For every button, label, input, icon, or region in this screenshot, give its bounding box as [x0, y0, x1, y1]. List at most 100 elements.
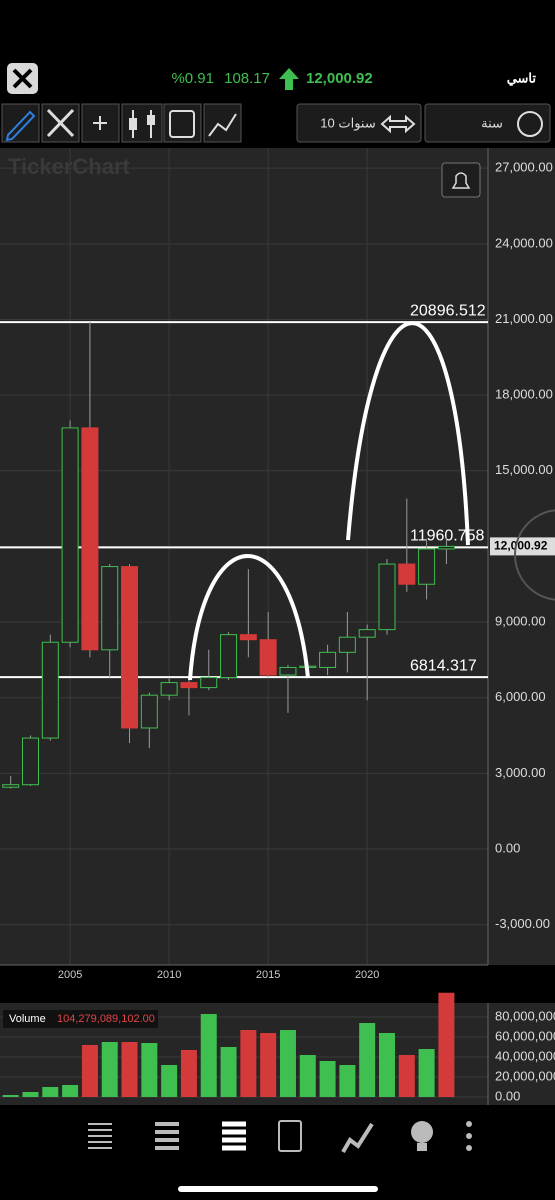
candle-body: [378, 563, 396, 631]
volume-bar: [260, 1033, 277, 1097]
y-tick-label: 27,000.00: [495, 160, 553, 175]
candle-body: [418, 548, 436, 585]
volume-bar: [81, 1045, 98, 1097]
level-label: 20896.512: [410, 302, 486, 319]
nav-icon[interactable]: [466, 1121, 472, 1127]
candle-icon-body: [147, 115, 155, 125]
nav-icon[interactable]: [155, 1122, 179, 1150]
candle-body: [22, 737, 39, 786]
volume-legend-box: [3, 1010, 158, 1028]
candle-body: [101, 566, 119, 651]
level-label: 6814.317: [410, 657, 477, 674]
candle-icon-body: [129, 118, 137, 130]
candle-body: [180, 682, 198, 689]
volume-bar: [438, 992, 455, 1097]
nav-icon[interactable]: [411, 1121, 433, 1143]
change: 108.17: [224, 70, 270, 87]
y-tick-label: -3,000.00: [495, 916, 550, 931]
nav-icon-active[interactable]: [222, 1121, 246, 1151]
volume-chart: 80,000,000,000.00 60,000,000,000.00 40,000…: [0, 992, 555, 1105]
volume-title: Volume: [9, 1013, 46, 1025]
interval-button[interactable]: [424, 103, 551, 143]
bottom-nav: [88, 1120, 472, 1192]
price-chart: 27,000.00 24,000.00 21,000.00 18,000.00 15,0…: [0, 148, 555, 981]
volume-bar: [418, 1049, 435, 1097]
nav-icon[interactable]: [278, 1120, 302, 1152]
candle-body: [338, 636, 356, 653]
volume-bar: [141, 1043, 158, 1097]
scroll-handle[interactable]: [514, 509, 555, 601]
candle-body: [140, 694, 158, 729]
candle-body: [2, 784, 20, 788]
volume-bar: [101, 1042, 118, 1097]
nav-icon[interactable]: [341, 1122, 374, 1154]
volume-bar: [398, 1055, 415, 1097]
trend-icon: [208, 113, 237, 137]
y-tick-label: 9,000.00: [495, 613, 546, 628]
volume-bar: [42, 1087, 59, 1097]
interval-label: سنة: [481, 115, 503, 130]
volume-bar: [319, 1061, 336, 1097]
watermark: TickerChart: [8, 154, 131, 179]
last-price-tag: [490, 537, 555, 556]
candle-body: [61, 427, 79, 643]
chart-type-button[interactable]: [121, 103, 163, 143]
home-indicator: [178, 1186, 378, 1192]
y-tick-label: 3,000.00: [495, 765, 546, 780]
y-tick-label: 24,000.00: [495, 235, 553, 250]
price: 12,000.92: [306, 70, 373, 87]
candle-body: [200, 677, 218, 689]
volume-bar: [22, 1092, 39, 1097]
volume-bar: [378, 1033, 395, 1097]
y-tick-label: 0.00: [495, 840, 520, 855]
up-arrow: [279, 68, 299, 90]
volume-bar: [279, 1030, 296, 1097]
y-tick-label: 80,000,000,000.00: [495, 1008, 555, 1023]
volume-latest: 104,279,089,102.00: [57, 1013, 155, 1025]
candle-body: [160, 682, 178, 696]
symbol: تاسي: [507, 70, 537, 86]
candle-body: [437, 545, 455, 550]
toolbar: 10 سنوات سنة: [1, 103, 551, 143]
x-tick-label: 2010: [157, 969, 181, 981]
last-price-label: 12,000.92: [494, 539, 548, 553]
drawn-arc: [188, 554, 310, 681]
candle-body: [259, 639, 277, 676]
volume-bar: [359, 1023, 376, 1097]
y-tick-label: 18,000.00: [495, 387, 553, 402]
candle-body: [81, 427, 99, 651]
y-tick-label: 0.00: [495, 1088, 520, 1103]
volume-bar: [180, 1050, 197, 1097]
nav-icon: [466, 1145, 472, 1151]
candle-body: [358, 629, 376, 638]
list-icon: [169, 110, 195, 138]
volume-bar: [200, 1014, 217, 1097]
candle-body: [121, 566, 139, 729]
volume-bar: [240, 1030, 257, 1097]
candle-body: [398, 563, 416, 585]
volume-bar: [161, 1065, 178, 1097]
y-tick-label: 15,000.00: [495, 462, 553, 477]
nav-icon[interactable]: [88, 1123, 112, 1149]
crosshair-icon: [93, 116, 107, 130]
y-tick-label: 6,000.00: [495, 689, 546, 704]
period-label: 10 سنوات: [320, 115, 375, 131]
history-icon: [517, 111, 543, 137]
pencil-icon: [5, 110, 36, 142]
y-tick-label: 40,000,000,000.00: [495, 1048, 555, 1063]
y-tick-label: 20,000,000,000.00: [495, 1068, 555, 1083]
y-tick-label: 21,000.00: [495, 311, 553, 326]
volume-bar: [220, 1047, 237, 1097]
drawn-arc: [346, 321, 470, 546]
bell-icon: [451, 172, 471, 189]
candle-body: [239, 634, 257, 641]
period-button[interactable]: [296, 103, 422, 143]
candle-body: [41, 641, 59, 739]
y-tick-label: 60,000,000,000.00: [495, 1028, 555, 1043]
alert-button[interactable]: [441, 162, 481, 198]
volume-bar: [2, 1095, 19, 1097]
volume-bar: [62, 1085, 79, 1097]
x-tick-label: 2015: [256, 969, 280, 981]
swap-icon: [380, 114, 416, 134]
